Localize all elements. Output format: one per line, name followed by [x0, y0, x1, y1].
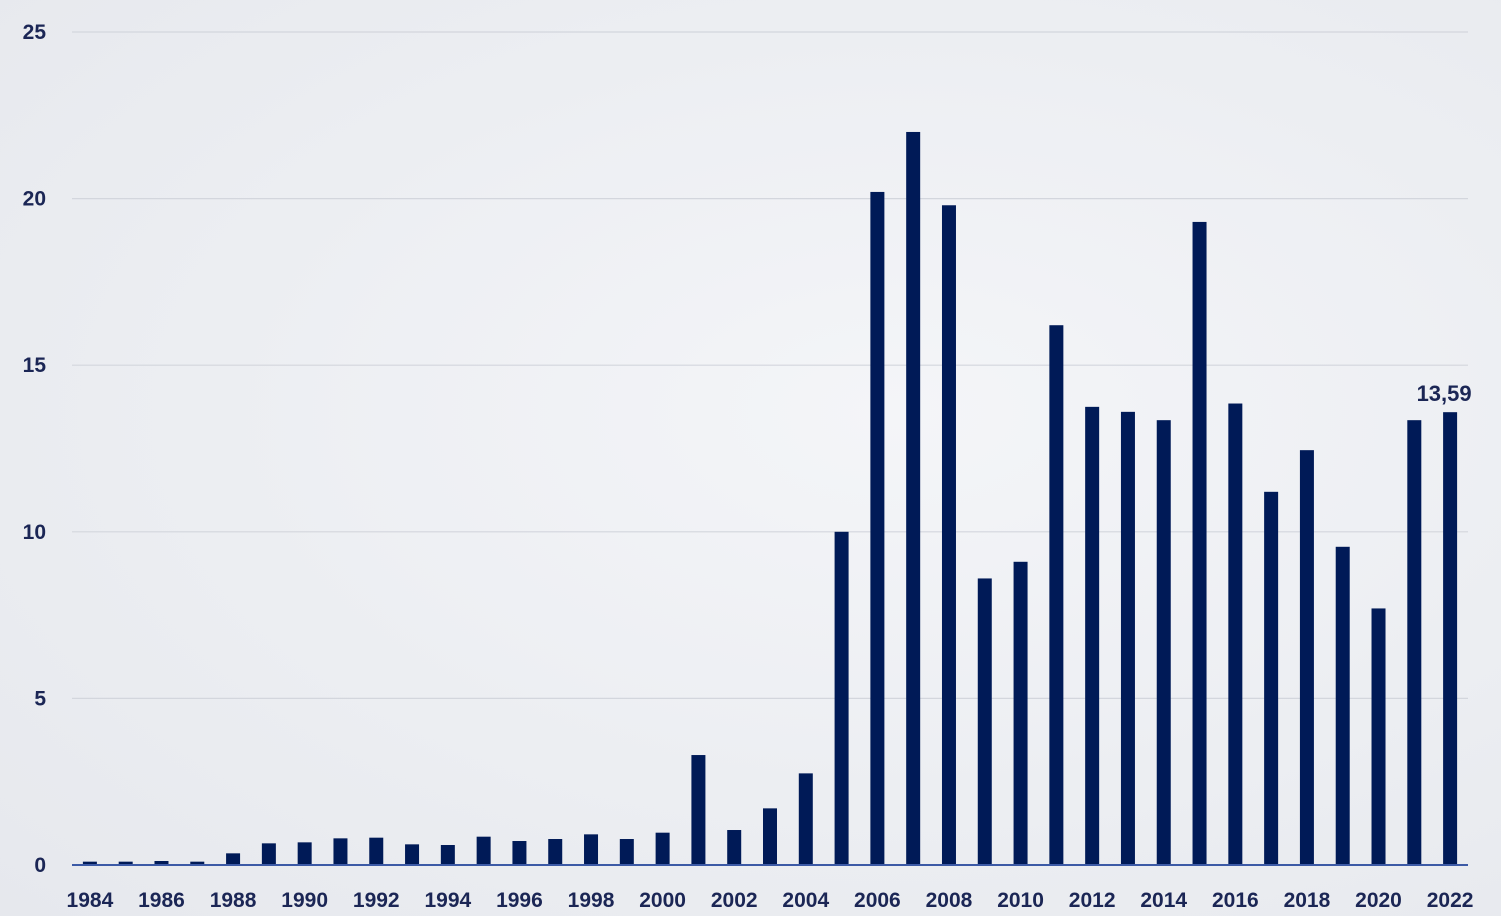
gridlines — [72, 31, 1468, 700]
bar-1990 — [297, 842, 312, 865]
bar-2008 — [941, 205, 956, 865]
bar-1995 — [476, 836, 491, 865]
x-tick-label: 2008 — [926, 889, 973, 912]
bar-2020 — [1371, 608, 1386, 865]
bar-1998 — [584, 834, 599, 865]
bar-2018 — [1299, 450, 1314, 865]
bar-1985 — [118, 861, 133, 865]
x-axis-tick-labels: 1984 1986 1988 1990 1992 1994 1996 1998 2000 2002… — [67, 889, 1474, 912]
bar-2012 — [1085, 406, 1100, 865]
bar-2003 — [763, 808, 777, 865]
y-tick-label: 15 — [23, 354, 47, 377]
x-tick-label: 2010 — [997, 889, 1044, 912]
y-tick-label: 0 — [34, 854, 46, 877]
bar-1994 — [440, 845, 455, 865]
bar-1997 — [548, 839, 563, 865]
bar-1992 — [369, 837, 384, 865]
x-tick-label: 2014 — [1140, 889, 1187, 912]
bar-2015 — [1192, 221, 1207, 865]
bar-1991 — [333, 838, 348, 865]
x-tick-label: 1988 — [210, 889, 257, 912]
bar-1988 — [226, 853, 241, 865]
data-labels: 13,59 — [1417, 381, 1472, 406]
bar-1984 — [82, 861, 97, 865]
bar-1987 — [190, 861, 205, 865]
x-tick-label: 1996 — [496, 889, 543, 912]
bar-1996 — [512, 841, 527, 865]
x-tick-label: 2002 — [711, 889, 758, 912]
x-tick-label: 2018 — [1284, 889, 1331, 912]
y-tick-label: 5 — [34, 687, 46, 710]
bar-2014 — [1156, 420, 1171, 865]
bar-2007 — [906, 131, 921, 865]
bar-2009 — [977, 578, 992, 865]
x-tick-label: 2004 — [782, 889, 829, 912]
x-tick-label: 2020 — [1355, 889, 1402, 912]
bar-2000 — [655, 832, 670, 865]
bar-2016 — [1228, 403, 1243, 865]
bar-1999 — [619, 839, 634, 865]
x-tick-label: 1986 — [138, 889, 185, 912]
bar-2002 — [727, 830, 742, 865]
x-tick-label: 1992 — [353, 889, 400, 912]
y-axis-tick-labels: 0 5 10 15 20 25 — [23, 21, 47, 877]
x-tick-label: 2012 — [1069, 889, 1116, 912]
x-tick-label: 2000 — [639, 889, 686, 912]
x-tick-label: 2006 — [854, 889, 901, 912]
x-tick-label: 2022 — [1427, 889, 1474, 912]
bar-2017 — [1264, 491, 1279, 865]
bar-2010 — [1013, 561, 1028, 865]
x-tick-label: 1994 — [424, 889, 471, 912]
x-tick-label: 1984 — [67, 889, 114, 912]
bar-2021 — [1407, 420, 1422, 865]
x-tick-label: 1998 — [568, 889, 615, 912]
y-tick-label: 25 — [23, 21, 47, 44]
data-label-2022: 13,59 — [1417, 381, 1472, 406]
bar-2022 — [1443, 412, 1458, 865]
bar-2011 — [1049, 325, 1064, 865]
bar-1989 — [261, 843, 276, 865]
x-tick-label: 2016 — [1212, 889, 1259, 912]
bar-2001 — [691, 755, 706, 865]
y-tick-label: 10 — [23, 521, 46, 544]
y-tick-label: 20 — [23, 188, 46, 211]
bar-2006 — [870, 191, 885, 865]
bars — [82, 131, 1458, 865]
bar-2004 — [798, 773, 813, 865]
bar-2019 — [1335, 546, 1350, 865]
bar-1986 — [154, 861, 169, 865]
bar-1993 — [405, 844, 420, 865]
bar-2013 — [1120, 411, 1135, 865]
x-tick-label: 1990 — [281, 889, 328, 912]
bar-2005 — [834, 531, 849, 865]
